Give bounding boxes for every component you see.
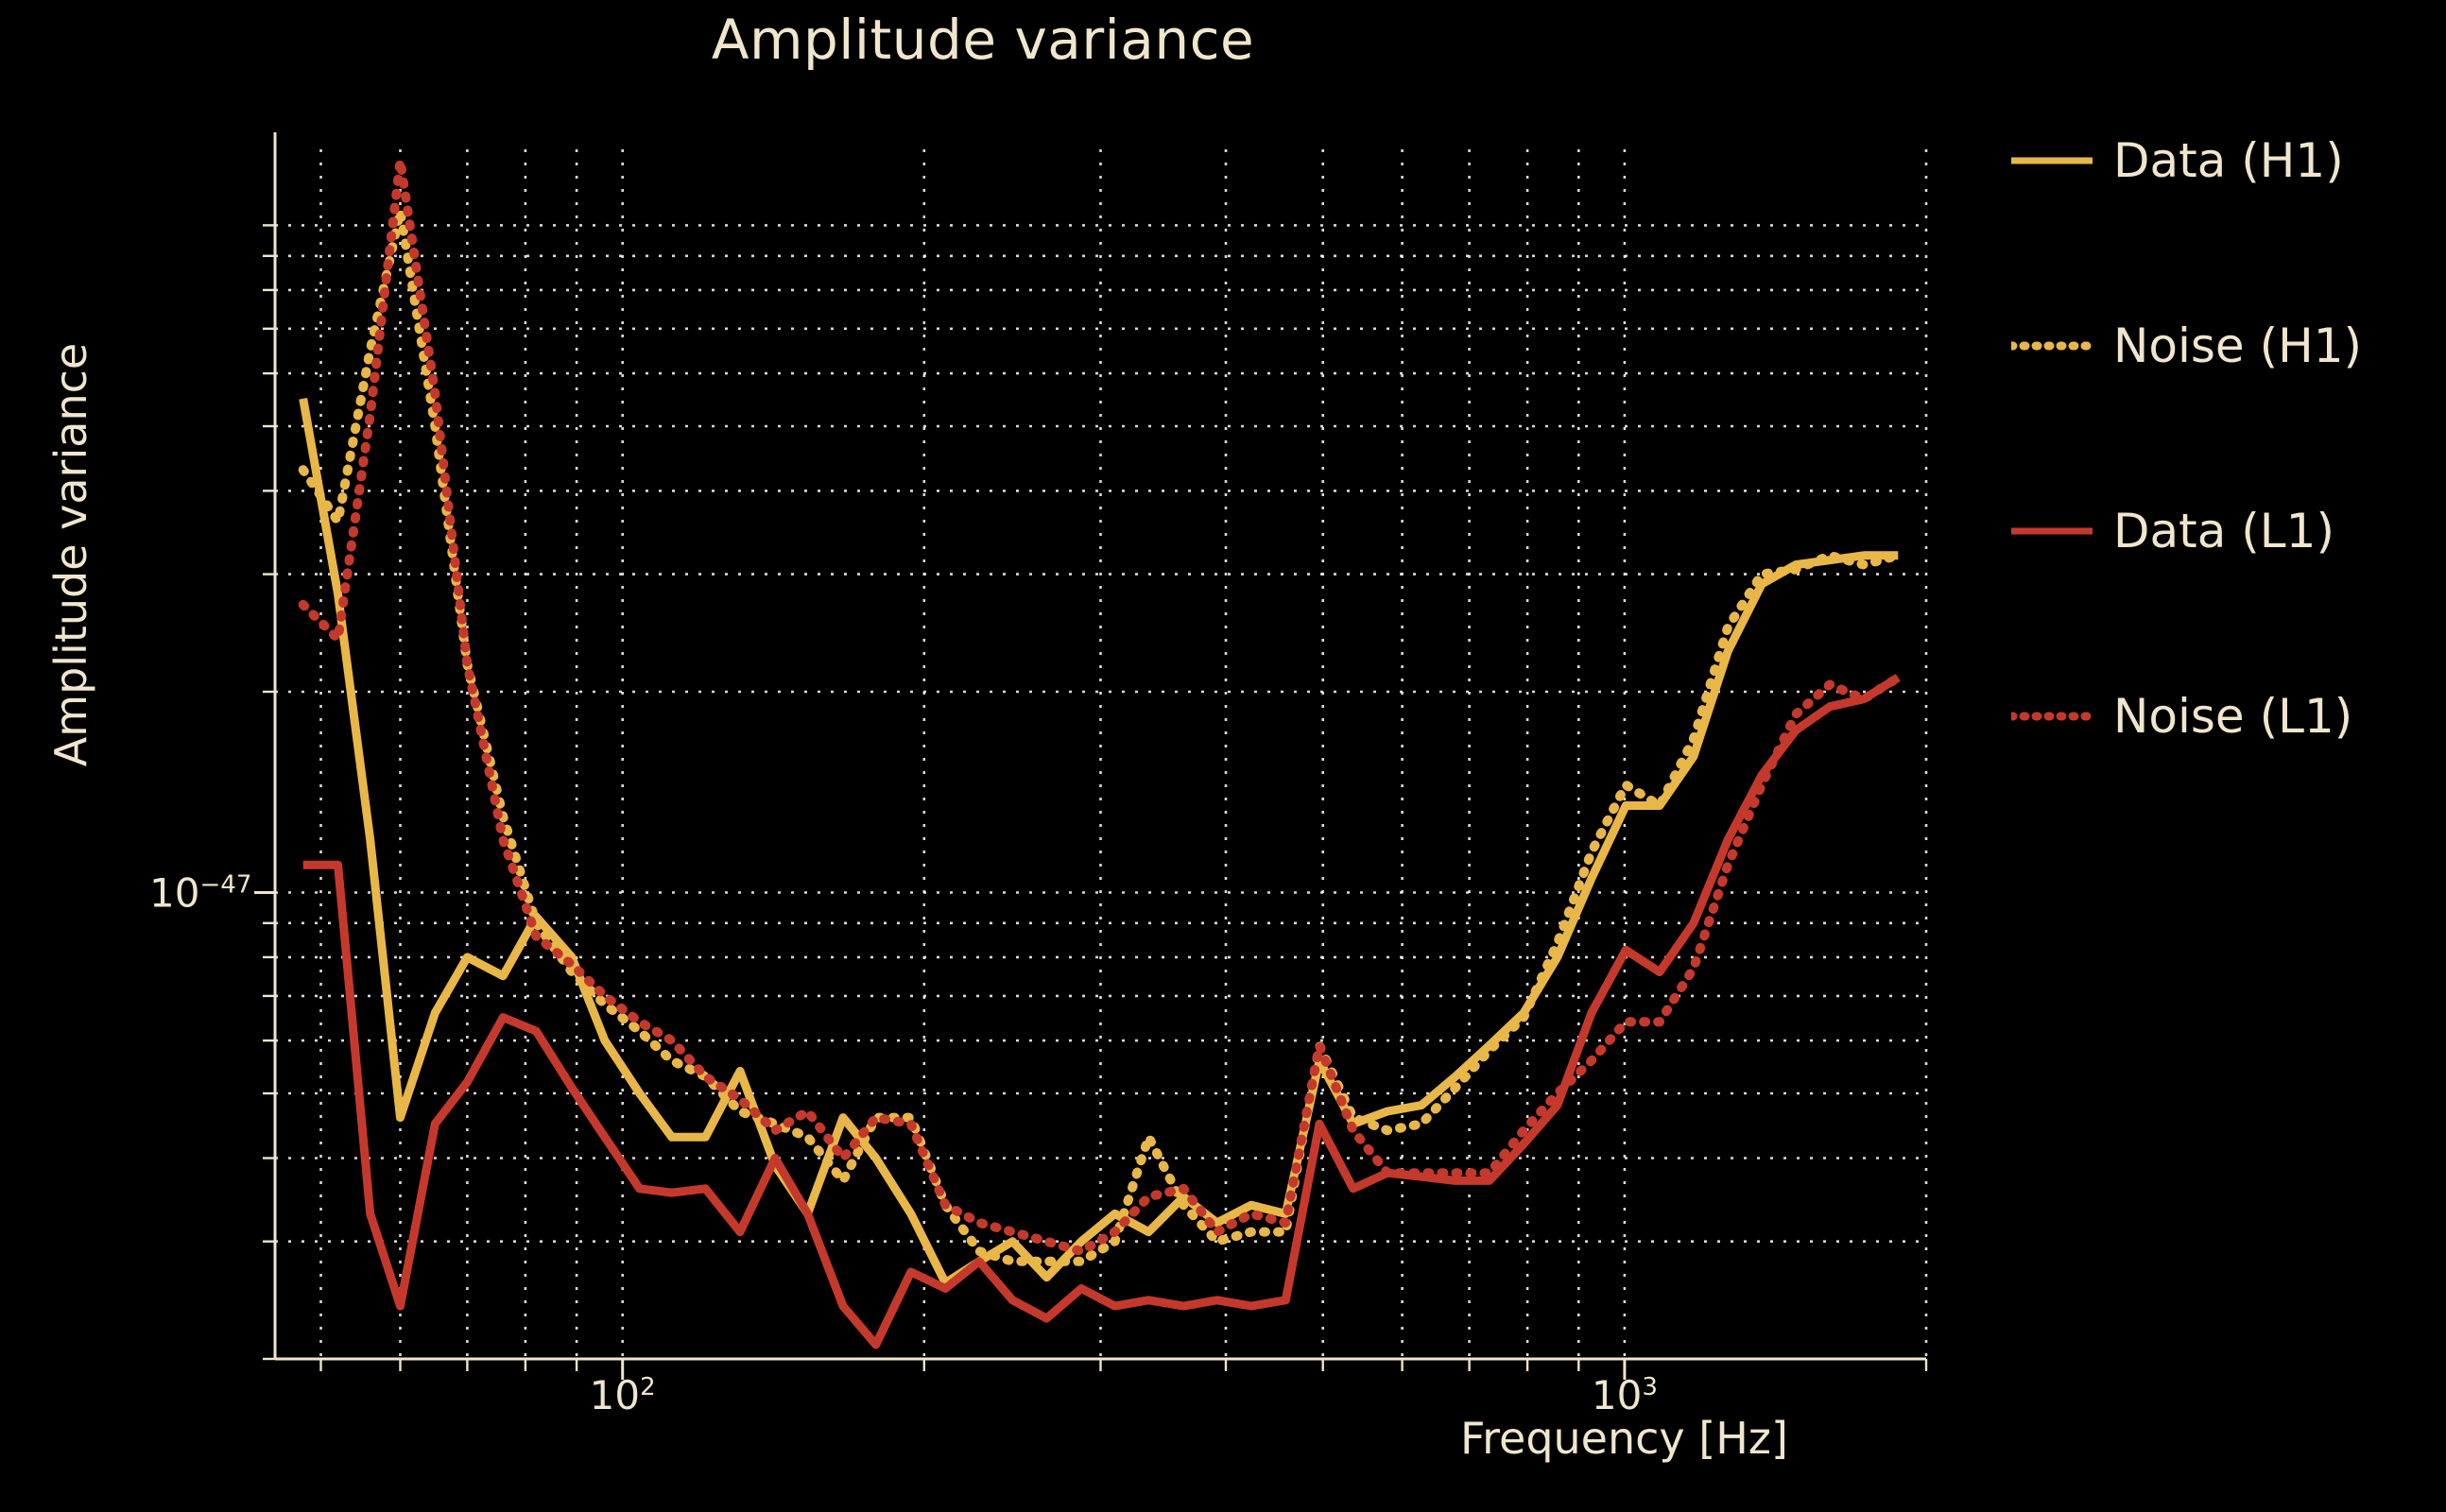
series-line-data-l1 xyxy=(302,674,1901,1349)
legend-label: Data (L1) xyxy=(2113,504,2334,558)
legend-item-data-h1[interactable]: Data (H1) xyxy=(2011,132,2344,189)
x-axis-label: Frequency [Hz] xyxy=(1460,1413,1788,1464)
y-axis-tick-label: 10−47 xyxy=(149,869,251,916)
gridlines-group xyxy=(275,149,1928,1361)
legend-swatch-icon xyxy=(2011,146,2093,175)
series-group xyxy=(298,156,1903,1349)
legend-item-noise-h1[interactable]: Noise (H1) xyxy=(2007,318,2363,374)
legend-swatch-icon xyxy=(2007,332,2097,360)
legend-item-noise-l1[interactable]: Noise (L1) xyxy=(2007,688,2353,745)
series-line-data-h1 xyxy=(299,398,1899,1288)
x-axis-tick-label: 103 xyxy=(1592,1372,1658,1418)
legend-swatch-icon xyxy=(2007,702,2097,730)
legend-item-data-l1[interactable]: Data (L1) xyxy=(2011,503,2334,559)
x-axis-tick-label: 102 xyxy=(590,1372,656,1418)
page-title: Amplitude variance xyxy=(711,8,1255,72)
x-tick-exponent: 3 xyxy=(1642,1373,1658,1401)
x-tick-base: 10 xyxy=(1591,1372,1643,1418)
series-line-noise-h1 xyxy=(298,206,1903,1266)
axis-ticks-group xyxy=(254,224,1928,1380)
y-tick-base: 10 xyxy=(149,869,200,916)
legend-label: Data (H1) xyxy=(2113,133,2344,188)
legend-label: Noise (H1) xyxy=(2113,318,2363,373)
legend: Data (H1) Noise (H1) Data (L1) Noise (L1) xyxy=(2007,132,2446,1247)
y-tick-exponent: −47 xyxy=(199,870,252,899)
legend-swatch-icon xyxy=(2011,517,2093,545)
legend-label: Noise (L1) xyxy=(2113,689,2353,744)
x-tick-exponent: 2 xyxy=(640,1373,656,1401)
series-line-noise-l1 xyxy=(298,156,1903,1257)
x-tick-base: 10 xyxy=(589,1372,641,1418)
